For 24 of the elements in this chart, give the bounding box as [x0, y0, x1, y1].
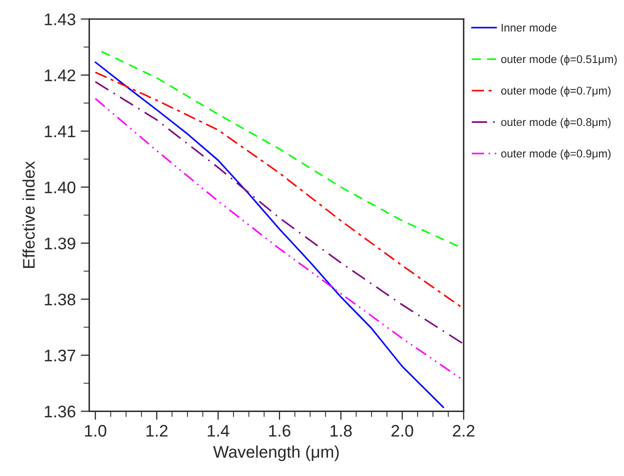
- x-tick-label: 2.2: [452, 424, 474, 437]
- x-axis-title: Wavelength (μm): [213, 446, 339, 462]
- x-tick-label: 1.0: [85, 424, 106, 437]
- y-tick-label: 1.42: [44, 69, 76, 82]
- legend-label: outer mode (ϕ=0.8μm): [501, 118, 611, 128]
- x-tick-label: 1.6: [269, 424, 290, 437]
- x-tick-label: 2.0: [392, 424, 414, 437]
- y-tick-label: 1.43: [44, 13, 76, 26]
- legend-label: outer mode (ϕ=0.51μm): [501, 54, 617, 66]
- y-tick-label: 1.38: [44, 294, 76, 306]
- x-tick-label: 1.8: [330, 424, 352, 437]
- y-tick-label: 1.37: [44, 350, 76, 362]
- legend-label: outer mode (ϕ=0.9μm): [501, 149, 611, 160]
- y-axis-title: Effective index: [22, 161, 35, 268]
- line-series: [94, 81, 464, 345]
- y-tick-label: 1.40: [44, 182, 76, 194]
- x-tick-label: 1.4: [208, 425, 230, 437]
- x-tick-label: 1.2: [146, 424, 168, 437]
- legend-label: outer mode (ϕ=0.7μm): [501, 86, 611, 97]
- y-tick-label: 1.41: [44, 126, 76, 138]
- line-series: [94, 61, 444, 408]
- legend-label: Inner mode: [502, 23, 556, 32]
- y-tick-label: 1.39: [44, 238, 76, 250]
- y-tick-label: 1.36: [44, 406, 76, 418]
